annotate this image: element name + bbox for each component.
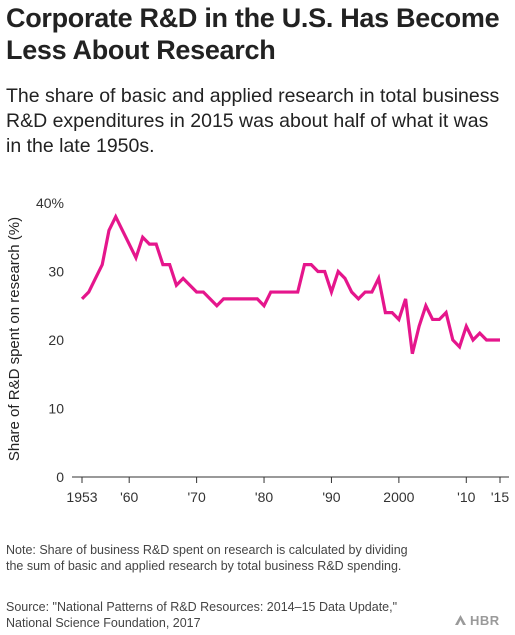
series-layer: [80, 213, 500, 355]
hbr-logo-text: HBR: [470, 613, 500, 628]
series-line: [80, 213, 500, 355]
chart-title: Corporate R&D in the U.S. Has Become Les…: [6, 3, 500, 65]
chart-subtitle: The share of basic and applied research …: [6, 85, 500, 157]
y-axis-ticks: 0 10 20 30 40%: [36, 195, 64, 485]
y-tick-label: 20: [48, 332, 64, 348]
x-tick-label: '70: [187, 489, 205, 505]
line-chart: Share of R&D spent on research (%) 0 10 20…: [6, 195, 509, 505]
hbr-logo-icon: [455, 615, 466, 625]
chart-note: Note: Share of business R&D spent on res…: [6, 543, 408, 573]
x-tick-label: '60: [120, 489, 138, 505]
x-tick-label: '10: [457, 489, 475, 505]
y-axis-title: Share of R&D spent on research (%): [6, 217, 23, 461]
x-tick-label: '90: [322, 489, 340, 505]
y-tick-label: 40%: [36, 195, 64, 211]
y-tick-label: 0: [56, 469, 64, 485]
x-tick-label: 2000: [383, 489, 414, 505]
hbr-logo: HBR: [454, 613, 500, 628]
y-tick-label: 30: [48, 264, 64, 280]
x-tick-label: '80: [255, 489, 273, 505]
x-axis-ticks: 1953 '60 '70 '80 '90 2000 '10 '15: [66, 477, 509, 505]
x-tick-label: 1953: [66, 489, 97, 505]
chart-source: Source: "National Patterns of R&D Resour…: [6, 600, 398, 630]
y-tick-label: 10: [48, 401, 64, 417]
x-tick-label: '15: [491, 489, 509, 505]
